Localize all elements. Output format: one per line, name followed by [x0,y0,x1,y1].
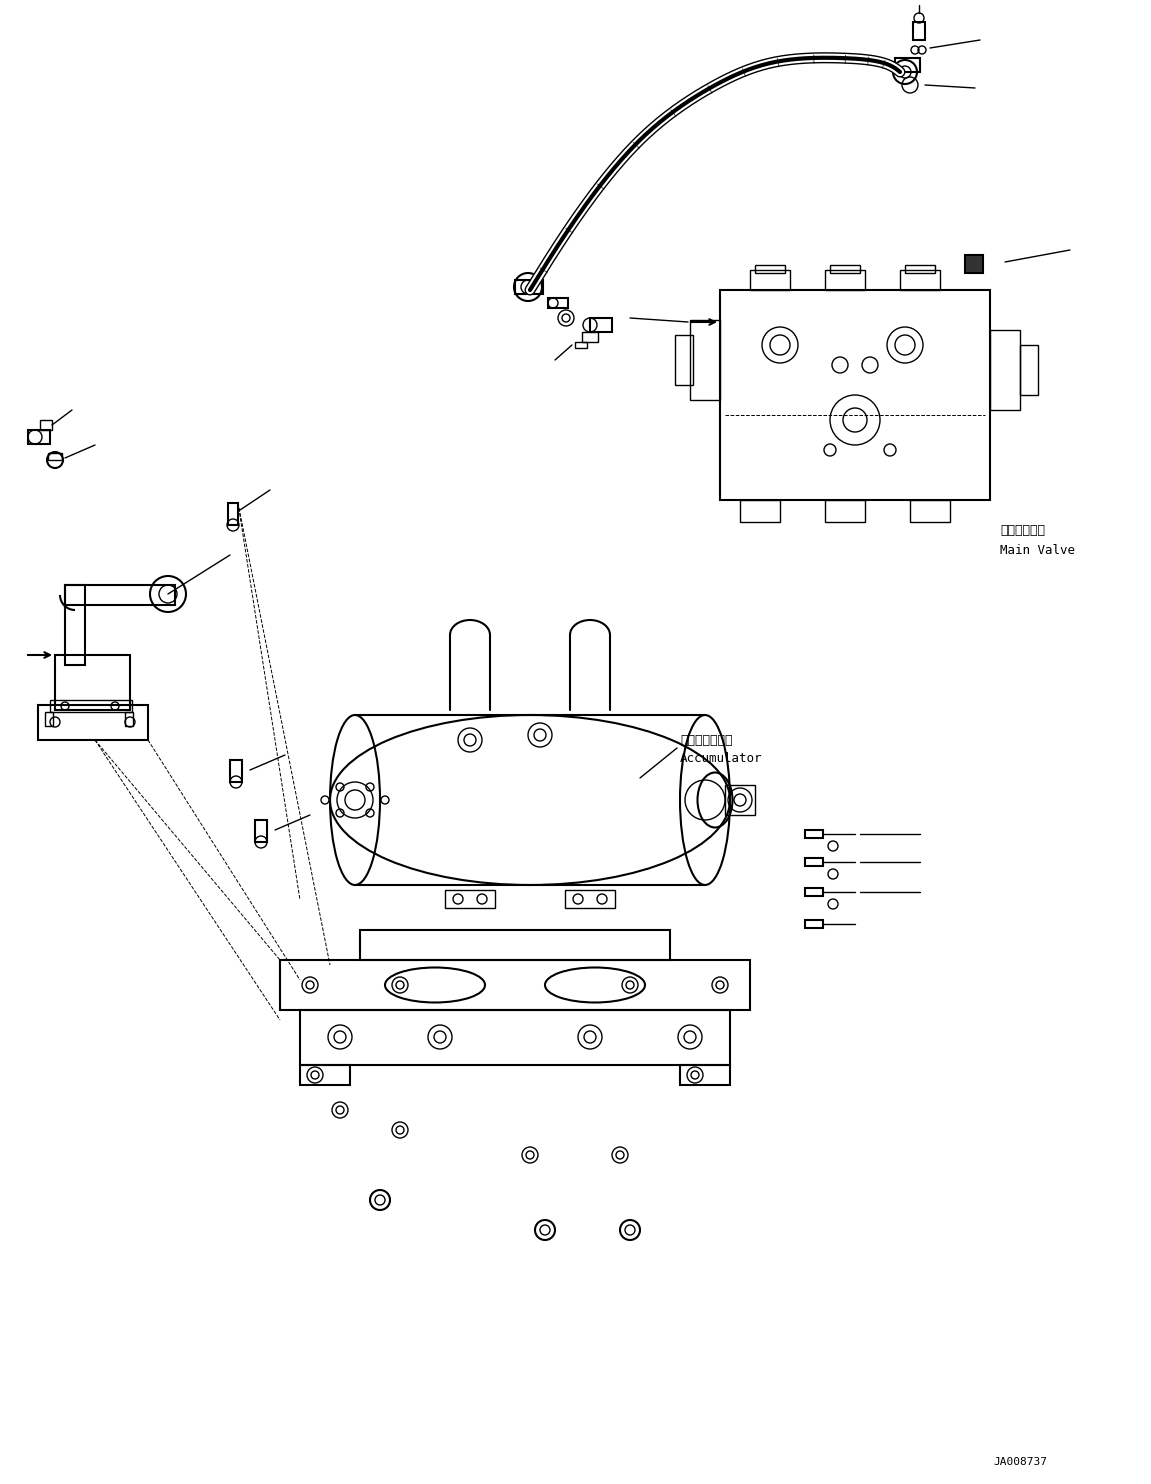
Bar [38,705,148,741]
Bar [45,712,53,726]
Bar [28,430,49,444]
Bar [895,58,920,73]
Text: Main Valve: Main Valve [1000,543,1075,556]
Bar [548,298,567,309]
Bar [280,960,750,1011]
Bar [55,654,130,709]
Bar [905,266,935,273]
Bar [514,280,543,294]
Bar [1020,344,1038,395]
Text: メインバルブ: メインバルブ [1000,524,1045,537]
Text: Accumulator: Accumulator [680,751,762,764]
Bar [725,785,755,815]
Bar [825,270,866,289]
Bar [445,890,495,908]
Bar [825,500,866,522]
Bar [755,266,785,273]
Bar [582,332,599,341]
Bar [913,22,925,40]
Bar [360,930,670,960]
Bar [64,585,85,665]
Bar [300,1011,730,1066]
Bar [674,335,693,384]
Bar [900,270,940,289]
Bar [965,255,983,273]
Bar [300,1066,350,1085]
Bar [49,700,132,712]
Text: アキュムレータ: アキュムレータ [680,733,732,746]
Bar [230,760,242,782]
Bar [125,712,134,726]
Bar [64,585,175,605]
Bar [721,289,990,500]
Bar [990,329,1020,410]
Text: JA008737: JA008737 [993,1457,1047,1468]
Bar [680,1066,730,1085]
Bar [750,270,790,289]
Bar [740,500,780,522]
Bar [565,890,615,908]
Bar [590,318,612,332]
Bar [830,266,860,273]
Bar [40,420,52,430]
Bar [805,887,823,896]
Bar [805,830,823,838]
Bar [256,821,267,841]
Bar [576,341,587,349]
Bar [228,503,238,525]
Bar [805,920,823,928]
Bar [910,500,950,522]
Bar [48,453,62,460]
Bar [689,321,721,401]
Bar [805,858,823,867]
